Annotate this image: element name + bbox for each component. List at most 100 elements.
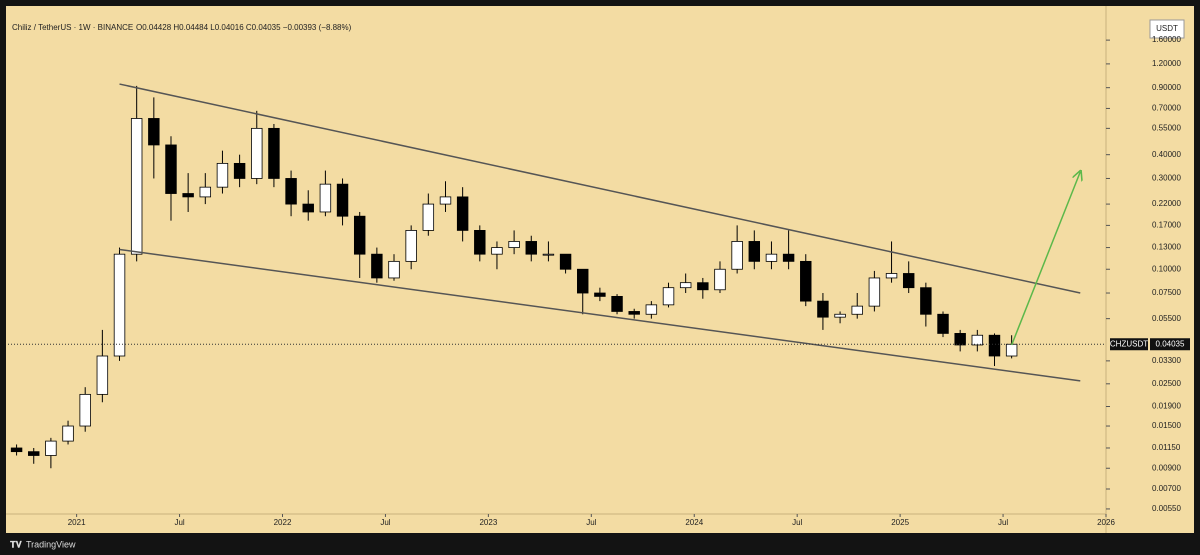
candle-body xyxy=(902,273,915,289)
trendline xyxy=(119,248,1081,382)
y-tick-label: 0.07500 xyxy=(1152,288,1181,297)
x-tick-label: 2021 xyxy=(68,518,86,527)
price-name-box xyxy=(1110,338,1148,351)
candle-body xyxy=(645,304,658,315)
candle-body xyxy=(422,203,435,231)
candle-body xyxy=(353,215,366,255)
x-tick-label: 2025 xyxy=(891,518,909,527)
price-name: CHZUSDT xyxy=(1110,339,1148,348)
background xyxy=(6,6,1194,533)
candle-body xyxy=(216,162,229,188)
y-tick-label: 0.17000 xyxy=(1152,221,1181,230)
candle-body xyxy=(662,287,675,306)
price-value-box xyxy=(1150,338,1190,351)
candle-body xyxy=(868,277,881,307)
candle-body xyxy=(594,292,606,297)
candle-body xyxy=(525,241,537,255)
currency-box xyxy=(1149,19,1185,39)
candle-body xyxy=(748,241,761,262)
x-tick-label: 2024 xyxy=(685,518,703,527)
candle-body xyxy=(954,333,966,346)
candle-body xyxy=(285,178,297,205)
x-tick-label: 2026 xyxy=(1097,518,1115,527)
y-tick-label: 0.01500 xyxy=(1152,421,1181,430)
candle-body xyxy=(62,425,74,442)
candle-body xyxy=(165,144,177,194)
symbol-title: Chiliz / TetherUS · 1W · BINANCE xyxy=(12,23,133,32)
candle-body xyxy=(302,203,314,213)
candle-body xyxy=(268,127,280,179)
candle-body xyxy=(885,273,898,279)
candle-body xyxy=(782,253,795,262)
candle-body xyxy=(971,334,984,346)
plot xyxy=(10,83,1081,469)
x-tick-label: 2022 xyxy=(274,518,292,527)
candle-body xyxy=(1005,343,1018,357)
candle-body xyxy=(800,260,812,302)
candle-body xyxy=(251,127,263,179)
candle-body xyxy=(10,447,23,453)
y-tick-label: 0.05500 xyxy=(1152,314,1181,323)
x-tick-label: Jul xyxy=(792,518,802,527)
candle-body xyxy=(920,287,932,315)
projection-arrow xyxy=(1010,172,1081,346)
y-tick-label: 0.40000 xyxy=(1152,150,1181,159)
candle-body xyxy=(439,196,452,205)
candle-body xyxy=(319,183,332,213)
candle-body xyxy=(542,253,555,256)
candle-body xyxy=(817,300,829,318)
candle-body xyxy=(474,230,486,255)
candle-body xyxy=(336,183,349,217)
y-tick-label: 0.30000 xyxy=(1152,174,1181,183)
candle-body xyxy=(508,241,520,248)
x-tick-label: Jul xyxy=(174,518,184,527)
candle-body xyxy=(679,282,692,289)
candle-body xyxy=(456,196,469,231)
candle-body xyxy=(834,313,846,318)
ohlc-legend: O0.04428 H0.04484 L0.04016 C0.04035 −0.0… xyxy=(136,23,352,32)
currency: USDT xyxy=(1156,24,1178,33)
candle-body xyxy=(988,334,1001,357)
candle-body xyxy=(714,268,726,291)
y-tick-label: 0.01150 xyxy=(1152,443,1181,452)
y-tick-label: 1.60000 xyxy=(1152,35,1181,44)
candle-body xyxy=(388,260,400,279)
candle-body xyxy=(233,162,246,179)
candle-body xyxy=(45,440,57,456)
brand: TradingView xyxy=(26,539,76,549)
candle-body xyxy=(491,247,503,255)
y-tick-label: 0.00900 xyxy=(1152,463,1181,472)
x-tick-label: 2023 xyxy=(479,518,497,527)
candle-body xyxy=(28,451,40,456)
candle-body xyxy=(731,241,743,270)
candle-body xyxy=(937,313,949,334)
candle-body xyxy=(79,393,91,427)
y-tick-label: 0.02500 xyxy=(1152,379,1181,388)
y-tick-label: 0.01900 xyxy=(1152,402,1181,411)
candle-body xyxy=(611,295,623,312)
x-tick-label: Jul xyxy=(586,518,596,527)
candle-body xyxy=(371,253,383,279)
candle-body xyxy=(559,253,572,270)
y-tick-label: 0.55000 xyxy=(1152,123,1181,132)
candle-body xyxy=(96,355,109,395)
y-tick-label: 0.13000 xyxy=(1152,243,1181,252)
candle-body xyxy=(148,118,160,146)
y-tick-label: 0.70000 xyxy=(1152,104,1181,113)
trendline xyxy=(119,83,1081,294)
y-tick-label: 0.00550 xyxy=(1152,504,1181,513)
y-tick-label: 0.10000 xyxy=(1152,264,1181,273)
brand-logo: 𝐓𝐕 xyxy=(10,539,23,549)
candle-body xyxy=(628,311,640,315)
y-tick-label: 0.22000 xyxy=(1152,199,1181,208)
candle-body xyxy=(130,118,143,255)
candle-body xyxy=(113,253,126,357)
x-tick-label: Jul xyxy=(998,518,1008,527)
x-tick-label: Jul xyxy=(380,518,390,527)
candle-body xyxy=(697,282,709,291)
candle-body xyxy=(199,186,212,198)
candle-body xyxy=(182,193,194,198)
price-value: 0.04035 xyxy=(1156,339,1185,348)
